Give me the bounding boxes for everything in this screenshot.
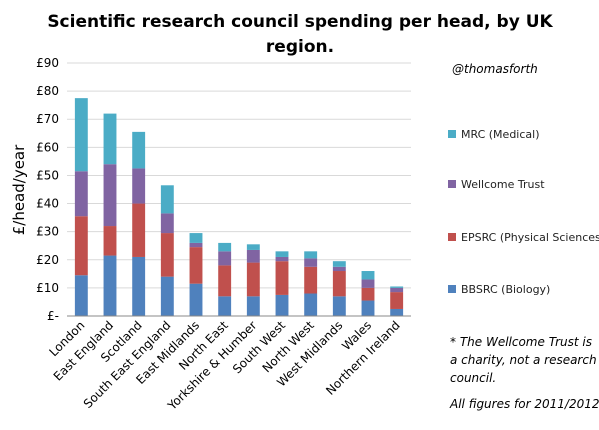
- bars: [74, 98, 404, 316]
- y-tick-label: £70: [36, 112, 59, 126]
- bar-segment: [74, 171, 88, 217]
- bar-segment: [246, 249, 260, 263]
- bar-segment: [275, 251, 289, 257]
- bar-segment: [103, 164, 117, 227]
- bar-segment: [132, 131, 146, 169]
- bar-segment: [74, 216, 88, 276]
- legend-swatch: [448, 130, 456, 138]
- bar-segment: [246, 262, 260, 297]
- bar-segment: [304, 258, 318, 267]
- bar-segment: [132, 168, 146, 204]
- legend-swatch: [448, 233, 456, 241]
- bar-segment: [218, 251, 232, 266]
- bar-segment: [390, 287, 404, 293]
- bar-segment: [390, 292, 404, 309]
- legend-label: Wellcome Trust: [461, 178, 545, 191]
- legend-label: MRC (Medical): [461, 128, 540, 141]
- bar-segment: [218, 242, 232, 252]
- bar-segment: [74, 275, 88, 316]
- bar-segment: [361, 287, 375, 301]
- y-tick-label: £80: [36, 84, 59, 98]
- bar-segment: [390, 308, 404, 316]
- gridlines: [67, 62, 411, 289]
- bar-segment: [132, 203, 146, 257]
- y-tick-label: £50: [36, 168, 59, 182]
- bar-segment: [160, 233, 174, 277]
- bar-segment: [246, 296, 260, 316]
- bar-segment: [361, 279, 375, 288]
- y-axis-ticks: £- £10 £20 £30 £40 £50 £60 £70 £80 £90: [36, 56, 59, 323]
- y-tick-label: £30: [36, 225, 59, 239]
- bar-segment: [332, 296, 346, 316]
- bar-segment: [361, 300, 375, 316]
- y-axis-label: £/head/year: [10, 144, 28, 235]
- bar-segment: [132, 256, 146, 316]
- legend-label: BBSRC (Biology): [461, 283, 550, 296]
- y-tick-label: £40: [36, 197, 59, 211]
- bar-segment: [304, 251, 318, 259]
- legend: MRC (Medical) Wellcome Trust EPSRC (Physic…: [448, 128, 599, 296]
- bar-segment: [189, 233, 203, 243]
- bar-segment: [275, 256, 289, 262]
- bar-segment: [246, 244, 260, 250]
- bar-segment: [332, 271, 346, 297]
- bar-segment: [361, 271, 375, 280]
- y-tick-label: £60: [36, 140, 59, 154]
- bar-segment: [332, 266, 346, 272]
- bar-segment: [103, 255, 117, 316]
- legend-label: EPSRC (Physical Sciences): [461, 231, 599, 244]
- bar-segment: [304, 266, 318, 294]
- legend-swatch: [448, 180, 456, 188]
- bar-segment: [103, 226, 117, 256]
- bar-segment: [332, 261, 346, 267]
- bar-segment: [103, 113, 117, 165]
- bar-segment: [275, 294, 289, 316]
- bar-segment: [218, 265, 232, 297]
- y-tick-label: £-: [47, 309, 59, 323]
- y-tick-label: £10: [36, 281, 59, 295]
- bar-segment: [160, 276, 174, 316]
- credit-text: @thomasforth: [452, 62, 538, 76]
- bar-segment: [189, 247, 203, 284]
- note-line-2: a charity, not a research: [450, 353, 597, 367]
- bar-segment: [189, 242, 203, 248]
- chart-title-line-1: Scientific research council spending per…: [47, 12, 553, 32]
- bar-segment: [304, 293, 318, 316]
- legend-swatch: [448, 285, 456, 293]
- chart-title-line-2: region.: [266, 37, 334, 57]
- y-tick-label: £90: [36, 56, 59, 70]
- bar-segment: [160, 185, 174, 214]
- bar-segment: [160, 213, 174, 234]
- y-tick-label: £20: [36, 253, 59, 267]
- note-line-1: * The Wellcome Trust is: [450, 335, 592, 349]
- note-line-3: council.: [450, 371, 496, 385]
- figures-note: All figures for 2011/2012: [449, 397, 599, 411]
- bar-segment: [275, 261, 289, 295]
- bar-segment: [218, 296, 232, 316]
- bar-segment: [74, 98, 88, 172]
- bar-segment: [390, 286, 404, 288]
- bar-segment: [189, 283, 203, 316]
